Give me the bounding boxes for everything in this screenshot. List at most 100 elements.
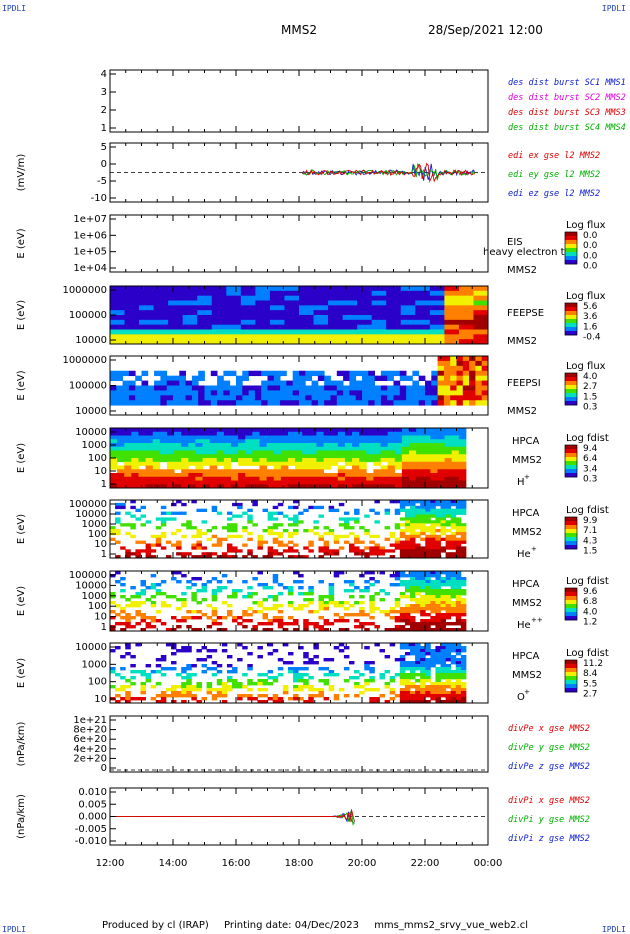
spectrogram-cell bbox=[237, 658, 243, 662]
spectrogram-cell bbox=[298, 592, 304, 596]
spectrogram-cell bbox=[456, 385, 464, 391]
spectrogram-cell bbox=[155, 543, 162, 547]
spectrogram-cell bbox=[266, 480, 275, 485]
spectrogram-cell bbox=[165, 604, 172, 608]
spectrogram-cell bbox=[440, 537, 447, 541]
spectrogram-cell bbox=[338, 628, 345, 632]
spectrogram-cell bbox=[415, 646, 421, 650]
spectrogram-cell bbox=[399, 531, 406, 536]
spectrogram-cell bbox=[423, 480, 431, 485]
spectrogram-cell bbox=[145, 443, 154, 448]
spectrogram-cell bbox=[355, 370, 363, 377]
spectrogram-cell bbox=[247, 514, 253, 518]
spectrogram-cell bbox=[323, 628, 330, 632]
spectrogram-cell bbox=[302, 480, 310, 485]
spectrogram-cell bbox=[160, 655, 167, 659]
spectrogram-cell bbox=[389, 676, 396, 680]
y-tick-label: -10 bbox=[91, 193, 107, 204]
spectrogram-cell bbox=[287, 461, 296, 466]
spectrogram-cell bbox=[445, 543, 452, 547]
spectrogram-cell bbox=[150, 549, 157, 553]
spectrogram-cell bbox=[458, 476, 467, 481]
spectrogram-cell bbox=[152, 450, 161, 455]
spectrogram-cell bbox=[450, 514, 457, 518]
spectrogram-cell bbox=[460, 537, 467, 541]
spectrogram-cell bbox=[257, 571, 263, 575]
spectrogram-cell bbox=[423, 428, 431, 433]
spectrogram-cell bbox=[131, 450, 139, 455]
spectrogram-cell bbox=[211, 543, 218, 547]
spectrogram-cell bbox=[431, 390, 438, 396]
spectrogram-cell bbox=[209, 454, 218, 459]
spectrogram-cell bbox=[124, 295, 140, 301]
spectrogram-cell bbox=[373, 480, 381, 485]
spectrogram-cell bbox=[236, 390, 243, 396]
spectrogram-cell bbox=[455, 502, 462, 507]
spectrogram-cell bbox=[138, 461, 146, 466]
spectrogram-cell bbox=[458, 473, 467, 478]
spectrogram-cell bbox=[171, 616, 177, 620]
spectrogram-cell bbox=[150, 543, 157, 547]
spectrogram-cell bbox=[330, 395, 338, 401]
spectrogram-cell bbox=[267, 526, 274, 530]
spectrogram-cell bbox=[374, 580, 380, 584]
spectrogram-cell bbox=[201, 552, 208, 556]
spectrogram-cell bbox=[420, 500, 426, 504]
spectrogram-cell bbox=[116, 390, 123, 396]
spectrogram-cell bbox=[420, 526, 426, 530]
spectrogram-cell bbox=[481, 375, 489, 381]
spectrogram-cell bbox=[247, 520, 253, 524]
spectrogram-cell bbox=[245, 458, 253, 463]
spectrogram-cell bbox=[387, 458, 396, 463]
spectrogram-cell bbox=[145, 439, 154, 444]
spectrogram-cell bbox=[394, 619, 401, 623]
spectrogram-cell bbox=[389, 555, 396, 559]
spectrogram-cell bbox=[159, 439, 168, 444]
spectrogram-cell bbox=[404, 619, 411, 623]
spectrogram-cell bbox=[298, 607, 304, 611]
spectrogram-cell bbox=[303, 508, 309, 512]
spectrogram-cell bbox=[430, 549, 436, 553]
spectrogram-cell bbox=[160, 592, 167, 596]
spectrogram-cell bbox=[135, 549, 141, 553]
colorbar-title: Log fdist bbox=[566, 576, 609, 587]
spectrogram-cell bbox=[330, 446, 339, 451]
spectrogram-cell bbox=[473, 295, 489, 301]
spectrogram-cell bbox=[115, 604, 121, 608]
spectrogram-cell bbox=[196, 589, 202, 593]
spectrogram-cell bbox=[323, 682, 330, 686]
spectrogram-cell bbox=[420, 655, 426, 659]
spectrogram-cell bbox=[412, 370, 420, 377]
spectrogram-cell bbox=[430, 520, 436, 524]
spectrogram-cell bbox=[410, 502, 416, 507]
spectrogram-cell bbox=[186, 682, 192, 686]
spectrogram-cell bbox=[399, 502, 406, 507]
spectrogram-cell bbox=[120, 685, 126, 689]
spectrogram-cell bbox=[209, 443, 218, 448]
spectrogram-cell bbox=[316, 469, 324, 474]
spectrogram-cell bbox=[450, 526, 457, 530]
spectrogram-cell bbox=[110, 628, 116, 632]
spectrogram-cell bbox=[430, 595, 436, 599]
spectrogram-cell bbox=[404, 691, 411, 695]
spectrogram-cell bbox=[226, 339, 242, 345]
spectrogram-cell bbox=[354, 625, 360, 629]
spectrogram-cell bbox=[196, 534, 202, 539]
spectrogram-cell bbox=[380, 375, 388, 381]
spectrogram-cell bbox=[191, 592, 197, 596]
spectrogram-cell bbox=[223, 370, 231, 377]
y-tick-label: 1 bbox=[101, 549, 107, 560]
spectrogram-cell bbox=[364, 580, 370, 584]
spectrogram-cell bbox=[195, 461, 203, 466]
spectrogram-cell bbox=[155, 589, 162, 593]
spectrogram-cell bbox=[166, 461, 175, 466]
spectrogram-cell bbox=[440, 616, 447, 620]
spectrogram-cell bbox=[182, 295, 198, 301]
spectrogram-cell bbox=[380, 480, 389, 485]
spectrogram-cell bbox=[323, 604, 330, 608]
spectrogram-cell bbox=[216, 616, 223, 620]
spectrogram-cell bbox=[450, 583, 457, 587]
spectrogram-cell bbox=[342, 310, 358, 316]
spectrogram-cell bbox=[160, 700, 167, 704]
spectrogram-cell bbox=[443, 360, 451, 367]
